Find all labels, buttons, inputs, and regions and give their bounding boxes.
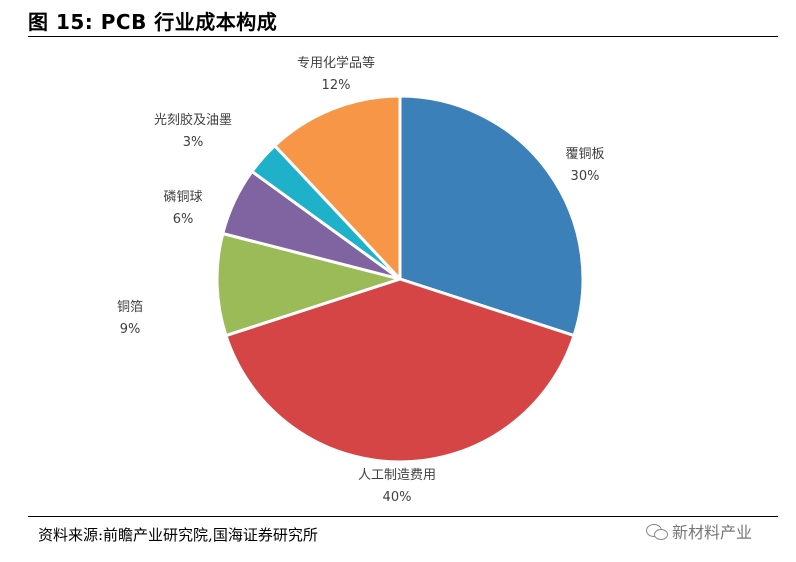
watermark: 新材料产业 xyxy=(646,518,752,544)
slice-value-label: 12% xyxy=(322,78,351,93)
pie-slice xyxy=(273,94,402,281)
slice-value-label: 6% xyxy=(173,212,194,227)
pie-slice xyxy=(215,231,402,338)
slice-category-label: 铜箔 xyxy=(117,299,143,315)
slice-value-label: 3% xyxy=(183,135,204,150)
slice-category-label: 人工制造费用 xyxy=(358,468,436,483)
title-divider xyxy=(28,36,778,37)
slice-value-label: 9% xyxy=(120,322,141,337)
pie-slice xyxy=(224,277,576,464)
figure-title: 图 15: PCB 行业成本构成 xyxy=(28,10,278,34)
slice-category-label: 专用化学品等 xyxy=(297,55,375,71)
slice-value-label: 40% xyxy=(383,490,412,505)
pie-labels: 覆铜板 30% 人工制造费用 40% 铜箔 9% 磷铜球 6% 光刻胶及油墨 3% 专用化学品等 12… xyxy=(117,55,605,505)
watermark-text: 新材料产业 xyxy=(672,523,753,542)
pie-slices xyxy=(215,94,585,464)
slice-category-label: 光刻胶及油墨 xyxy=(154,112,232,128)
source-note: 资料来源:前瞻产业研究院,国海证券研究所 xyxy=(38,526,318,544)
footer-divider xyxy=(28,516,778,517)
slice-category-label: 覆铜板 xyxy=(565,147,604,162)
slice-value-label: 30% xyxy=(571,169,600,184)
wechat-icon xyxy=(646,522,668,540)
slice-category-label: 磷铜球 xyxy=(163,190,202,205)
pie-slice xyxy=(398,94,585,338)
